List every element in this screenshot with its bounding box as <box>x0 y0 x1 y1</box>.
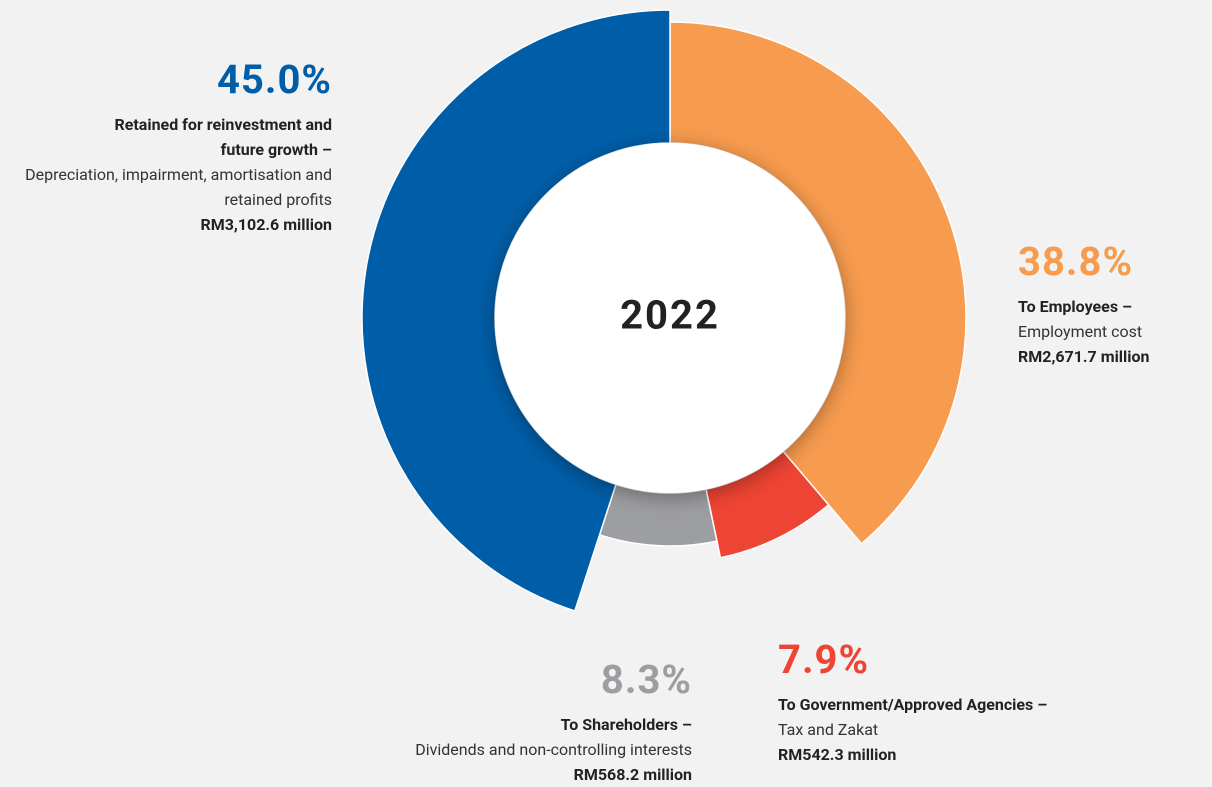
amount: RM542.3 million <box>778 745 897 764</box>
label-government: 7.9% To Government/Approved Agencies – T… <box>778 636 1047 767</box>
description: Tax and Zakat <box>778 720 879 739</box>
category-name: To Shareholders – <box>560 715 692 734</box>
category-name: To Employees – <box>1018 297 1133 316</box>
percent-label: 45.0% <box>216 56 332 103</box>
amount: RM2,671.7 million <box>1018 347 1150 366</box>
category-name: Retained for reinvestment and future gro… <box>114 115 332 159</box>
center-label: 2022 <box>620 292 720 339</box>
label-retained: 45.0% Retained for reinvestment and futu… <box>12 56 332 237</box>
amount: RM568.2 million <box>573 765 692 784</box>
description: Depreciation, impairment, amortisation a… <box>25 165 332 209</box>
slice <box>598 483 718 547</box>
label-employees: 38.8% To Employees – Employment cost RM2… <box>1018 238 1150 369</box>
amount: RM3,102.6 million <box>200 215 332 234</box>
donut-hole <box>495 143 845 493</box>
description: Employment cost <box>1018 322 1143 341</box>
percent-label: 38.8% <box>1018 238 1134 285</box>
category-name: To Government/Approved Agencies – <box>778 695 1048 714</box>
label-shareholders: 8.3% To Shareholders – Dividends and non… <box>292 656 692 787</box>
donut <box>361 9 967 612</box>
description: Dividends and non-controlling interests <box>415 740 692 759</box>
percent-label: 7.9% <box>778 636 870 683</box>
percent-label: 8.3% <box>600 656 692 703</box>
